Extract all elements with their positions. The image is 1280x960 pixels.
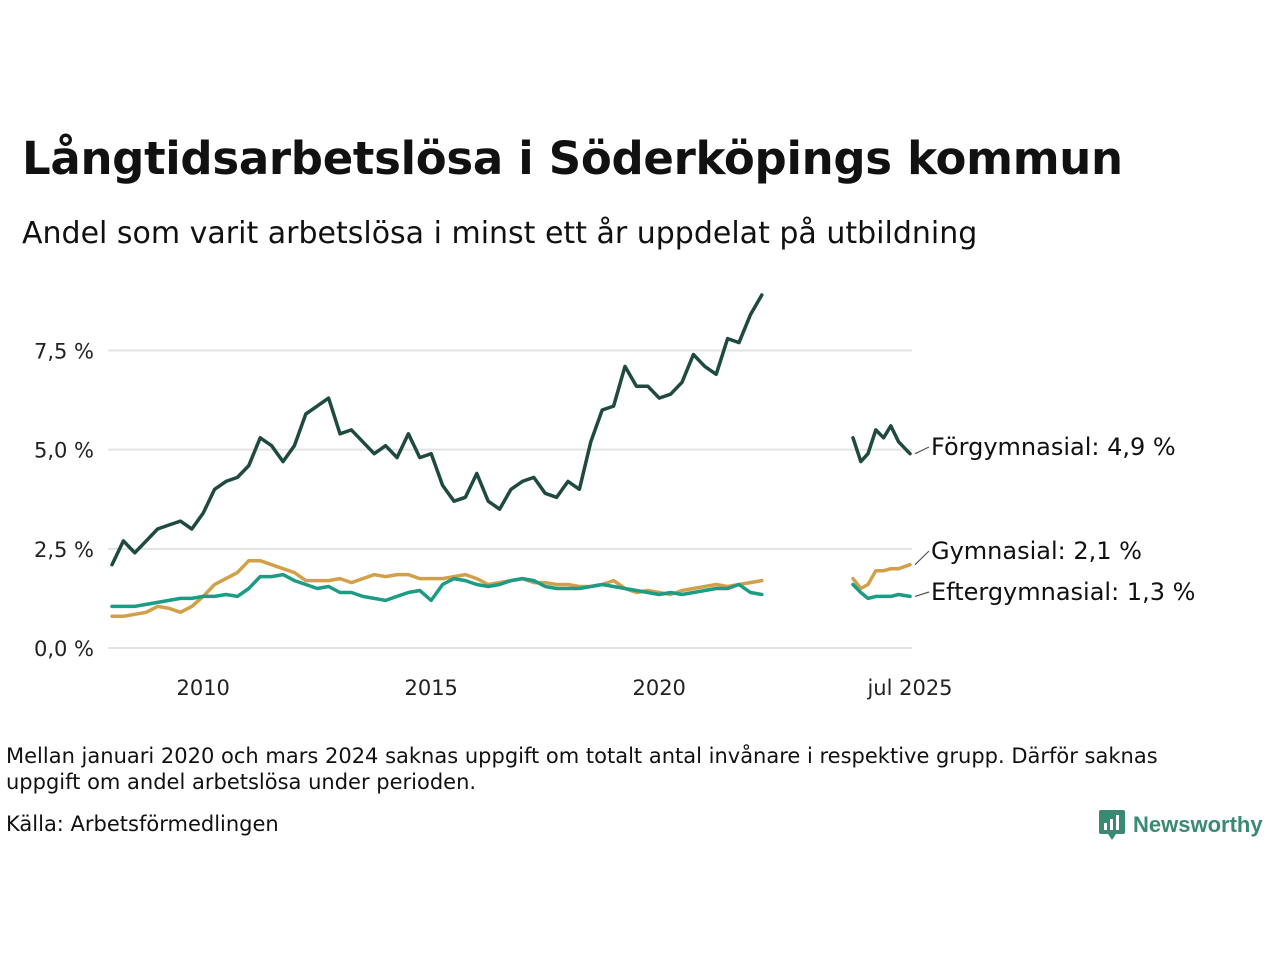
label-connector bbox=[914, 446, 930, 455]
newsworthy-logo: Newsworthy bbox=[1099, 810, 1263, 840]
series-line bbox=[110, 293, 764, 567]
series-end-label: Förgymnasial: 4,9 % bbox=[931, 433, 1176, 461]
series-line bbox=[851, 424, 912, 464]
line-chart: 0,0 % 2,5 % 5,0 % 7,5 % 2010 2015 2020 jul 202… bbox=[34, 293, 1195, 700]
series-end-label: Eftergymnasial: 1,3 % bbox=[931, 578, 1195, 606]
series-line bbox=[110, 558, 764, 619]
chart-title: Långtidsarbetslösa i Söderköpings kommun bbox=[22, 132, 1123, 185]
chart-subtitle: Andel som varit arbetslösa i minst ett å… bbox=[22, 216, 978, 251]
series-line bbox=[110, 572, 764, 609]
y-tick-label: 0,0 % bbox=[34, 637, 94, 661]
series-end-labels: Förgymnasial: 4,9 % Gymnasial: 2,1 % Efter… bbox=[914, 433, 1195, 606]
x-tick-label: 2020 bbox=[632, 676, 685, 700]
series-end-label: Gymnasial: 2,1 % bbox=[931, 537, 1142, 565]
label-connector bbox=[914, 550, 930, 566]
x-tick-label: 2015 bbox=[404, 676, 457, 700]
y-axis-labels: 0,0 % 2,5 % 5,0 % 7,5 % bbox=[34, 340, 94, 661]
y-tick-label: 7,5 % bbox=[34, 340, 94, 364]
series-line bbox=[851, 562, 912, 591]
y-tick-label: 2,5 % bbox=[34, 538, 94, 562]
x-tick-label: 2010 bbox=[176, 676, 229, 700]
series-line bbox=[851, 582, 912, 601]
x-tick-label: jul 2025 bbox=[866, 676, 952, 700]
brand-name: Newsworthy bbox=[1133, 812, 1263, 837]
source-credit: Källa: Arbetsförmedlingen bbox=[6, 812, 279, 836]
series-lines bbox=[110, 293, 912, 619]
footnote: Mellan januari 2020 och mars 2024 saknas… bbox=[6, 744, 1158, 794]
gridlines bbox=[108, 349, 912, 649]
y-tick-label: 5,0 % bbox=[34, 439, 94, 463]
x-axis-labels: 2010 2015 2020 jul 2025 bbox=[176, 676, 952, 700]
bar-chart-speech-icon bbox=[1099, 810, 1125, 840]
label-connector bbox=[914, 591, 930, 598]
